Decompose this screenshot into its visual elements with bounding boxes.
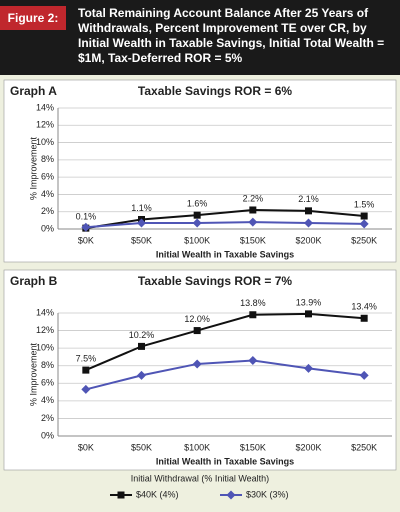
value-label: 1.6% [187, 199, 208, 209]
x-tick-label: $50K [131, 442, 152, 452]
marker [249, 206, 257, 214]
x-tick-label: $150K [240, 235, 266, 245]
y-tick-label: 4% [41, 395, 54, 405]
y-tick-label: 8% [41, 360, 54, 370]
y-tick-label: 4% [41, 189, 54, 199]
marker [359, 219, 369, 229]
value-label: 1.5% [354, 199, 375, 209]
panel [3, 79, 397, 263]
charts: Graph A Taxable Savings ROR = 6% 0% 2% 4% 6% 8… [3, 79, 397, 500]
marker [137, 370, 146, 380]
value-label: 1.1% [131, 203, 152, 213]
legend-label: $30K (3%) [246, 489, 289, 499]
marker [359, 370, 369, 380]
legend-title: Initial Withdrawal (% Initial Wealth) [131, 473, 269, 483]
x-tick-label: $200K [295, 442, 321, 452]
series-line [85, 359, 365, 391]
legend-marker [226, 490, 236, 500]
y-tick-label: 0% [41, 223, 54, 233]
marker [192, 359, 202, 369]
x-tick-label: $0K [78, 442, 94, 452]
value-label: 13.8% [240, 298, 266, 308]
x-tick-label: $250K [351, 442, 377, 452]
y-tick-label: 0% [41, 430, 54, 440]
y-tick-label: 12% [36, 325, 54, 335]
y-tick-label: 6% [41, 172, 54, 182]
marker [82, 366, 90, 374]
figure-label: Figure 2: [0, 6, 66, 30]
y-tick-label: 10% [36, 343, 54, 353]
y-tick-label: 2% [41, 413, 54, 423]
marker [305, 207, 312, 215]
legend-label: $40K (4%) [136, 489, 179, 499]
y-tick-label: 8% [41, 154, 54, 164]
x-axis-title: Initial Wealth in Taxable Savings [156, 249, 294, 259]
x-tick-label: $150K [240, 442, 266, 452]
marker [304, 218, 313, 228]
y-tick-label: 14% [36, 307, 54, 317]
panel-label: Graph B [10, 274, 58, 288]
marker [81, 222, 91, 232]
series-line [85, 221, 365, 229]
series-line [85, 208, 365, 230]
value-label: 7.5% [76, 353, 97, 363]
chart-title: Taxable Savings ROR = 6% [138, 84, 293, 98]
x-tick-label: $200K [295, 235, 321, 245]
y-tick-label: 10% [36, 137, 54, 147]
header: Figure 2: Total Remaining Account Balanc… [0, 0, 400, 75]
marker [360, 314, 368, 322]
panel [3, 269, 397, 471]
marker [360, 212, 368, 220]
y-tick-label: 2% [41, 206, 54, 216]
x-tick-label: $250K [351, 235, 377, 245]
chart-title: Taxable Savings ROR = 7% [138, 274, 293, 288]
x-tick-label: $100K [184, 235, 210, 245]
marker [248, 355, 258, 365]
y-tick-label: 12% [36, 120, 54, 130]
marker [193, 211, 201, 219]
marker [248, 217, 258, 227]
value-label: 10.2% [129, 330, 155, 340]
marker [305, 310, 312, 318]
marker [304, 363, 313, 373]
marker [138, 342, 145, 350]
marker [137, 218, 146, 228]
x-axis-title: Initial Wealth in Taxable Savings [156, 456, 294, 466]
x-tick-label: $0K [78, 235, 94, 245]
value-label: 12.0% [184, 314, 210, 324]
panel-label: Graph A [10, 84, 57, 98]
y-axis-title: % Improvement [28, 342, 38, 406]
y-tick-label: 14% [36, 102, 54, 112]
marker [192, 218, 202, 228]
legend-marker [117, 491, 125, 499]
marker [81, 384, 91, 394]
y-tick-label: 6% [41, 378, 54, 388]
value-label: 2.2% [243, 193, 264, 203]
value-label: 0.1% [76, 212, 97, 222]
series-line [85, 312, 365, 372]
marker [249, 311, 257, 319]
y-axis-title: % Improvement [28, 136, 38, 200]
marker [193, 327, 201, 335]
x-tick-label: $100K [184, 442, 210, 452]
value-label: 2.1% [298, 194, 319, 204]
value-label: 13.9% [296, 297, 322, 307]
x-tick-label: $50K [131, 235, 152, 245]
value-label: 13.4% [351, 302, 377, 312]
figure-title: Total Remaining Account Balance After 25… [78, 6, 385, 65]
